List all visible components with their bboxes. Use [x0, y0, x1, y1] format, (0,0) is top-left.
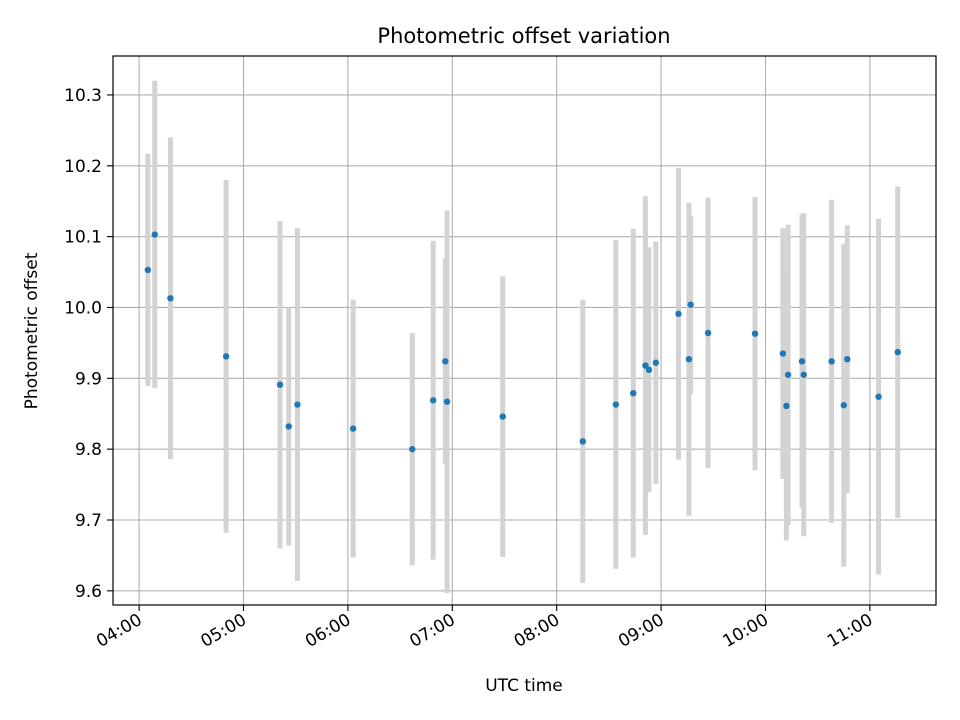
grid: [113, 56, 936, 605]
y-tick-label: 10.2: [64, 157, 102, 177]
data-point: [294, 401, 301, 408]
y-tick-label: 10.3: [64, 86, 102, 106]
data-point: [409, 445, 416, 453]
data-point: [579, 438, 586, 445]
data-point: [784, 371, 792, 378]
x-axis-label: UTC time: [485, 676, 563, 696]
y-tick-label: 9.8: [75, 440, 102, 460]
data-point: [704, 329, 712, 337]
data-point: [894, 348, 901, 356]
data-point: [151, 231, 158, 238]
data-point: [675, 310, 682, 318]
y-tick-label: 10.0: [64, 298, 102, 318]
y-axis-label: Photometric offset: [22, 252, 42, 409]
plot-area-frame: [112, 55, 937, 606]
data-point: [144, 266, 151, 274]
y-tick-label: 9.7: [75, 511, 102, 531]
data-point: [499, 413, 506, 420]
data-point: [443, 398, 451, 405]
data-point: [685, 355, 693, 363]
data-point: [285, 423, 292, 430]
data-point: [612, 401, 620, 408]
data-point: [779, 350, 787, 357]
data-point: [652, 359, 660, 366]
data-point: [442, 358, 449, 365]
data-point: [798, 358, 806, 365]
data-point: [840, 402, 847, 409]
data-point: [276, 381, 284, 388]
data-point: [800, 371, 807, 378]
y-tick-label: 9.6: [75, 582, 102, 602]
data-point: [349, 425, 357, 432]
data-points: [144, 231, 901, 453]
chart-title: Photometric offset variation: [377, 24, 670, 48]
data-point: [783, 402, 790, 410]
data-point: [630, 389, 637, 397]
data-point: [645, 366, 653, 374]
data-point: [222, 353, 230, 360]
data-point: [429, 397, 437, 404]
data-point: [642, 362, 649, 369]
y-tick-label: 9.9: [75, 369, 102, 389]
y-axis: 9.6 9.7 9.8 9.9 10.0 10.1 10.2 10.3: [64, 86, 113, 602]
data-point: [751, 330, 759, 337]
y-tick-label: 10.1: [64, 228, 102, 248]
data-point: [844, 355, 851, 363]
data-point: [167, 295, 174, 302]
data-point: [875, 393, 882, 400]
data-point: [828, 358, 835, 365]
data-point: [687, 301, 694, 308]
